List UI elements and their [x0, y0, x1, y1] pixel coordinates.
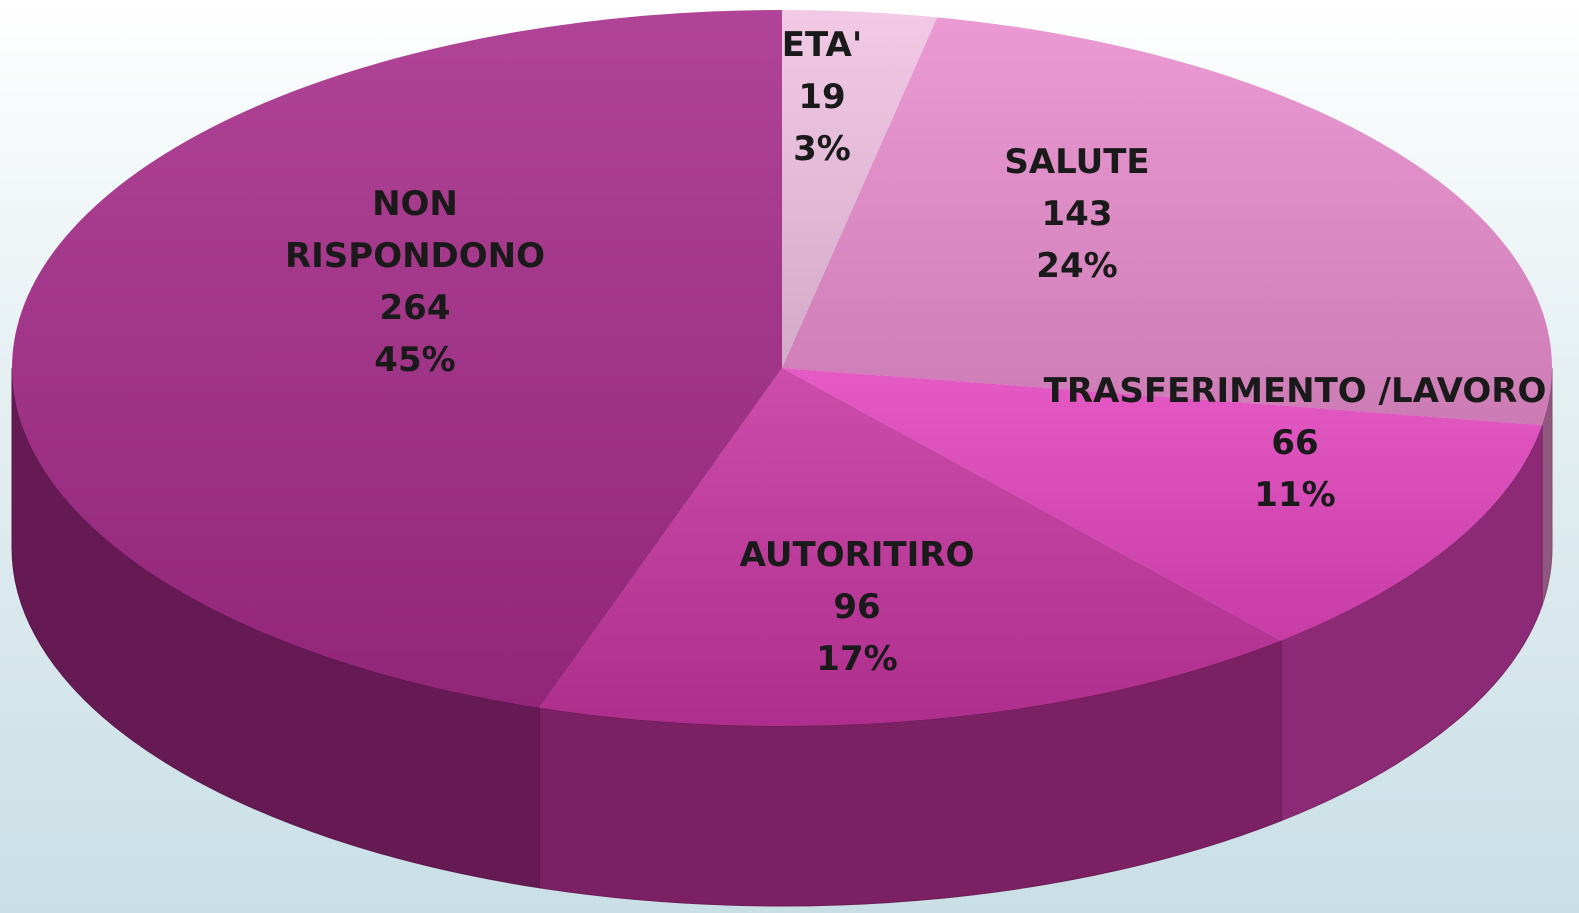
slice-value: 66 — [1271, 423, 1319, 463]
slice-percent: 24% — [1036, 246, 1118, 286]
pie-slice-shade — [782, 368, 1543, 641]
slice-percent: 3% — [793, 129, 851, 169]
slice-label: NON RISPONDONO 264 45% — [265, 178, 565, 386]
slice-value: 143 — [1041, 194, 1113, 234]
slice-name: TRASFERIMENTO /LAVORO — [1043, 371, 1547, 411]
slice-percent: 17% — [816, 639, 898, 679]
slice-percent: 45% — [374, 340, 456, 380]
slice-percent: 11% — [1254, 475, 1336, 515]
slice-value: 264 — [379, 288, 451, 328]
pie-slice-shade — [539, 368, 1282, 726]
slice-name: NON RISPONDONO — [284, 184, 546, 276]
slice-label: AUTORITIRO 96 17% — [740, 529, 975, 685]
slice-label: SALUTE 143 24% — [1004, 136, 1149, 292]
slice-name: AUTORITIRO — [739, 535, 975, 575]
pie-slice-shade — [782, 10, 938, 368]
slice-name: ETA' — [781, 25, 863, 65]
pie-slice-shade — [782, 17, 1552, 426]
slice-label: ETA' 19 3% — [782, 19, 863, 175]
pie-slice-shade — [11, 10, 782, 708]
slice-value: 19 — [798, 77, 846, 117]
slice-label: TRASFERIMENTO /LAVORO 66 11% — [1044, 365, 1547, 521]
slice-value: 96 — [833, 587, 881, 627]
slice-name: SALUTE — [1004, 142, 1150, 182]
